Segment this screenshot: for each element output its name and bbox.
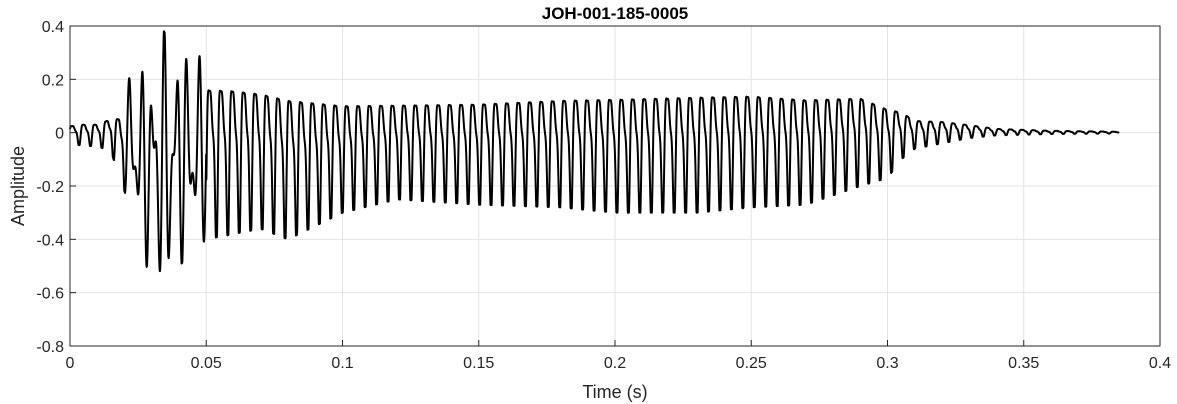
y-tick-label: -0.8 xyxy=(36,339,64,356)
signal-line xyxy=(69,30,1120,273)
x-tick-label: 0.35 xyxy=(1008,355,1039,372)
x-tick-label: 0.25 xyxy=(736,355,767,372)
y-tick-label: 0 xyxy=(55,126,64,143)
y-tick-label: 0.4 xyxy=(42,19,64,36)
plot-frame xyxy=(69,25,1161,347)
x-tick-label: 0.4 xyxy=(1149,355,1171,372)
x-tick-label: 0.15 xyxy=(463,355,494,372)
y-axis-ticks: -0.8 -0.6 -0.4 -0.2 0 0.2 0.4 xyxy=(36,19,76,356)
x-axis-ticks: 0 0.05 0.1 0.15 0.2 0.25 0.3 0.35 0.4 xyxy=(66,340,1171,372)
y-tick-label: -0.2 xyxy=(36,179,64,196)
x-tick-label: 0 xyxy=(66,355,75,372)
y-axis-label: Amplitude xyxy=(8,146,28,226)
chart-title: JOH-001-185-0005 xyxy=(542,4,688,23)
x-tick-label: 0.05 xyxy=(191,355,222,372)
x-tick-label: 0.3 xyxy=(876,355,898,372)
y-tick-label: 0.2 xyxy=(42,72,64,89)
x-tick-label: 0.1 xyxy=(331,355,353,372)
x-tick-label: 0.2 xyxy=(604,355,626,372)
y-tick-label: -0.4 xyxy=(36,232,64,249)
y-tick-label: -0.6 xyxy=(36,286,64,303)
x-axis-label: Time (s) xyxy=(582,382,647,402)
